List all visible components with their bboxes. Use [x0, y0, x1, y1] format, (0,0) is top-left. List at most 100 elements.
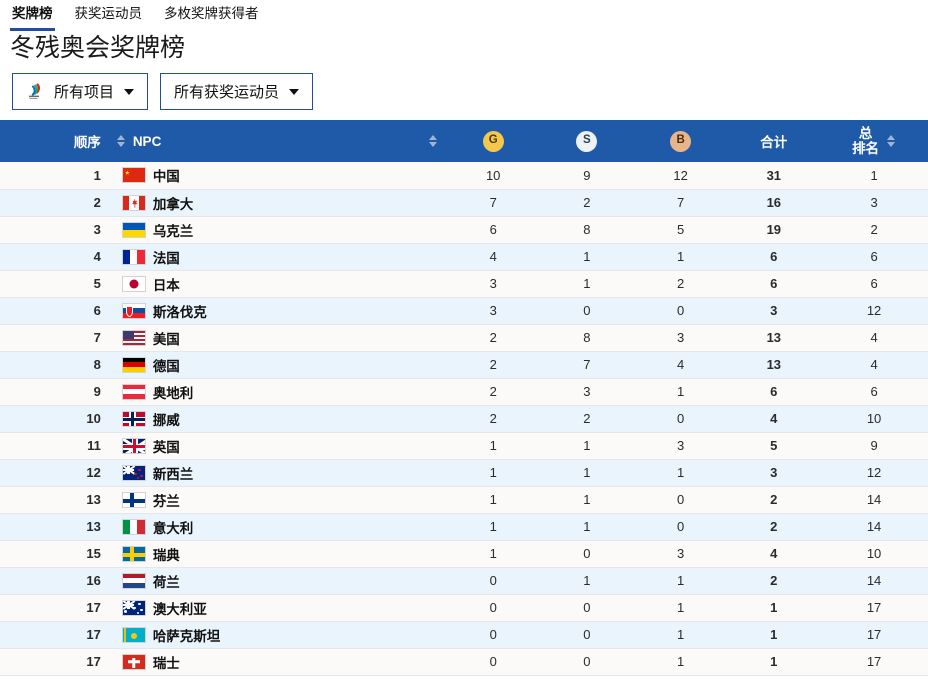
table-row[interactable]: 5 日本 3 1 2 6 6 — [0, 270, 928, 298]
cell-overall-rank: 12 — [820, 459, 928, 487]
column-header-rank[interactable]: 顺序 — [0, 120, 109, 162]
chevron-down-icon — [289, 88, 300, 95]
cell-total: 13 — [727, 324, 821, 352]
country-name: 挪威 — [152, 412, 180, 428]
table-row[interactable]: 17 哈萨克斯坦 0 0 1 1 17 — [0, 621, 928, 649]
cell-gold: 1 — [446, 459, 541, 487]
cell-npc: 中国 — [108, 162, 447, 190]
country-name: 奥地利 — [152, 385, 194, 401]
cell-gold: 1 — [446, 486, 541, 514]
page-title: 冬残奥会奖牌榜 — [10, 34, 186, 62]
table-row[interactable]: 3 乌克兰 6 8 5 19 2 — [0, 216, 928, 244]
cell-bronze: 0 — [633, 405, 728, 433]
table-row[interactable]: 6 斯洛伐克 3 0 0 3 12 — [0, 297, 928, 325]
column-header-npc[interactable]: NPC — [108, 120, 447, 162]
sort-arrows-icon[interactable] — [887, 134, 896, 148]
table-row[interactable]: 8 德国 2 7 4 13 4 — [0, 351, 928, 379]
cell-gold: 10 — [446, 162, 541, 190]
cell-bronze: 1 — [633, 243, 728, 271]
cell-npc: 芬兰 — [108, 486, 447, 514]
table-row[interactable]: 10 挪威 2 2 0 4 10 — [0, 405, 928, 433]
cell-overall-rank: 14 — [820, 567, 928, 595]
cell-total: 16 — [727, 189, 821, 217]
cell-overall-rank: 9 — [820, 432, 928, 460]
cell-silver: 3 — [540, 378, 634, 406]
paralympic-agitos-icon — [26, 82, 46, 102]
cell-overall-rank: 4 — [820, 351, 928, 379]
filter-all-events-button[interactable]: 所有项目 — [12, 73, 149, 110]
table-row[interactable]: 17 瑞士 0 0 1 1 17 — [0, 648, 928, 676]
cell-rank: 7 — [0, 324, 109, 352]
column-header-npc-label: NPC — [132, 133, 162, 149]
medal-standings-table: 顺序 NPC G S B 合计 — [0, 120, 928, 676]
chevron-down-icon — [124, 88, 135, 95]
sort-arrows-icon[interactable] — [429, 134, 438, 148]
table-row[interactable]: 4 法国 4 1 1 6 6 — [0, 243, 928, 271]
table-row[interactable]: 15 瑞典 1 0 3 4 10 — [0, 540, 928, 568]
cell-rank: 4 — [0, 243, 109, 271]
country-name: 乌克兰 — [152, 223, 194, 239]
cell-rank: 17 — [0, 648, 109, 676]
cell-overall-rank: 17 — [820, 621, 928, 649]
cell-silver: 8 — [540, 216, 634, 244]
cell-total: 3 — [727, 297, 821, 325]
table-row[interactable]: 2 加拿大 7 2 7 16 3 — [0, 189, 928, 217]
cell-silver: 9 — [540, 162, 634, 190]
cell-gold: 3 — [446, 297, 541, 325]
cell-gold: 1 — [446, 540, 541, 568]
tab-medal-standings[interactable]: 奖牌榜 — [10, 4, 55, 31]
table-row[interactable]: 17 澳大利亚 0 0 1 1 17 — [0, 594, 928, 622]
column-header-overall-rank[interactable]: 总 排名 — [820, 120, 928, 162]
cell-total: 13 — [727, 351, 821, 379]
cell-bronze: 1 — [633, 648, 728, 676]
country-name: 瑞士 — [152, 655, 180, 671]
cell-npc: 美国 — [108, 324, 447, 352]
cell-bronze: 7 — [633, 189, 728, 217]
filter-all-medalists-button[interactable]: 所有获奖运动员 — [160, 73, 314, 110]
cell-total: 6 — [727, 243, 821, 271]
sort-arrows-icon[interactable] — [116, 134, 126, 148]
country-name: 荷兰 — [152, 574, 180, 590]
cell-bronze: 4 — [633, 351, 728, 379]
cell-overall-rank: 12 — [820, 297, 928, 325]
country-name: 德国 — [152, 358, 180, 374]
column-header-total[interactable]: 合计 — [727, 120, 821, 162]
cell-rank: 2 — [0, 189, 109, 217]
silver-medal-icon: S — [576, 130, 598, 152]
column-header-bronze[interactable]: B — [633, 120, 728, 162]
column-header-gold[interactable]: G — [446, 120, 541, 162]
filter-all-events-label: 所有项目 — [54, 84, 115, 101]
table-row[interactable]: 1 中国 10 9 12 31 1 — [0, 162, 928, 190]
flag-icon-it — [121, 518, 146, 535]
gold-medal-icon: G — [482, 130, 504, 152]
cell-total: 6 — [727, 270, 821, 298]
cell-overall-rank: 4 — [820, 324, 928, 352]
cell-silver: 0 — [540, 540, 634, 568]
table-row[interactable]: 7 美国 2 8 3 13 4 — [0, 324, 928, 352]
table-row[interactable]: 13 芬兰 1 1 0 2 14 — [0, 486, 928, 514]
table-row[interactable]: 16 荷兰 0 1 1 2 14 — [0, 567, 928, 595]
cell-gold: 7 — [446, 189, 541, 217]
flag-icon-de — [121, 356, 146, 373]
cell-gold: 2 — [446, 324, 541, 352]
column-header-silver[interactable]: S — [540, 120, 634, 162]
table-row[interactable]: 9 奥地利 2 3 1 6 6 — [0, 378, 928, 406]
cell-rank: 9 — [0, 378, 109, 406]
country-name: 法国 — [152, 250, 180, 266]
cell-bronze: 0 — [633, 486, 728, 514]
cell-overall-rank: 3 — [820, 189, 928, 217]
cell-total: 19 — [727, 216, 821, 244]
tab-medalist-athletes[interactable]: 获奖运动员 — [74, 6, 143, 21]
bronze-medal-icon: B — [670, 130, 692, 152]
cell-rank: 1 — [0, 162, 109, 190]
table-row[interactable]: 11 英国 1 1 3 5 9 — [0, 432, 928, 460]
cell-bronze: 1 — [633, 378, 728, 406]
flag-icon-au — [121, 599, 146, 616]
table-row[interactable]: 12 新西兰 1 1 1 3 12 — [0, 459, 928, 487]
tab-multi-medalists[interactable]: 多枚奖牌获得者 — [164, 6, 259, 21]
flag-icon-ua — [121, 221, 146, 238]
cell-npc: 英国 — [108, 432, 447, 460]
cell-npc: 瑞典 — [108, 540, 447, 568]
table-row[interactable]: 13 意大利 1 1 0 2 14 — [0, 513, 928, 541]
flag-icon-sk — [121, 302, 146, 319]
